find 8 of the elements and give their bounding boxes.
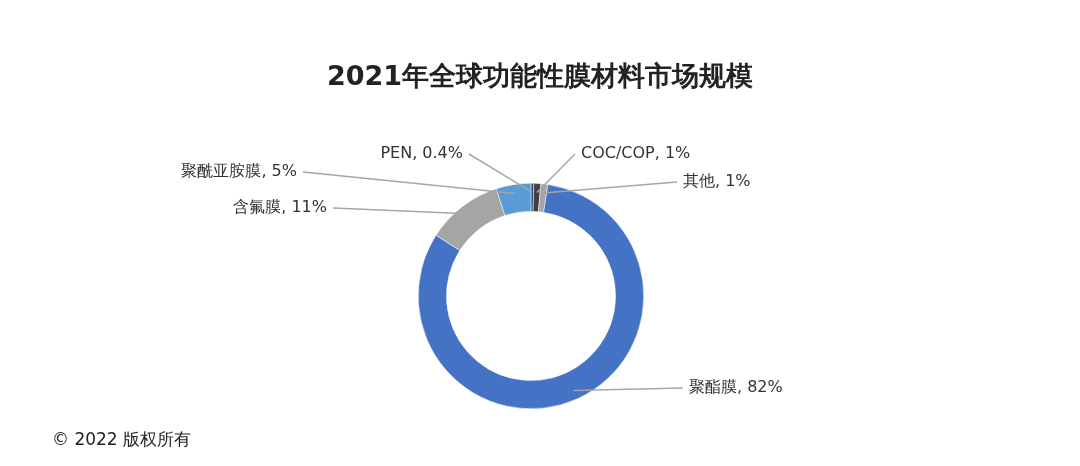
slice-label: 聚酰亚胺膜, 5% (181, 161, 297, 181)
slice-label: 其他, 1% (683, 171, 751, 191)
text: © 2022 版权所有 (52, 428, 192, 451)
slice-label: COC/COP, 1% (581, 143, 691, 163)
slice-label: 聚酯膜, 82% (689, 377, 783, 397)
slice-label: PEN, 0.4% (380, 143, 463, 163)
chart-title: 2021年全球功能性膜材料市场规模 (325, 59, 755, 93)
slice-label: 含氟膜, 11% (233, 197, 327, 217)
